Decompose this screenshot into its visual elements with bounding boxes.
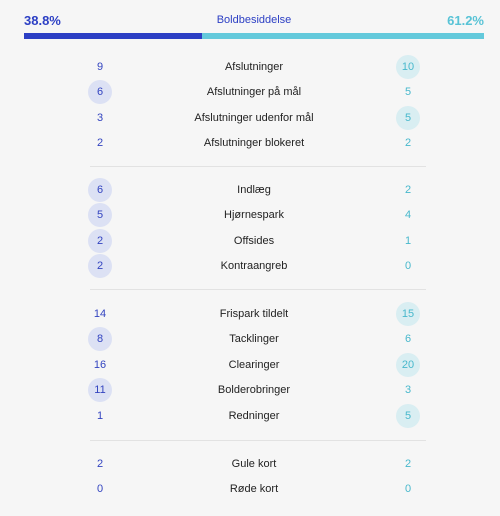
- stat-label: Bolderobringer: [217, 384, 291, 397]
- stat-row: 6 Indlæg 2: [24, 178, 484, 202]
- stat-row: 11 Bolderobringer 3: [24, 378, 484, 403]
- stat-away-value: 0: [404, 260, 412, 273]
- stat-row: 3 Afslutninger udenfor mål 5: [24, 105, 484, 130]
- stat-home-value: 5: [88, 203, 112, 228]
- stat-home-value: 2: [88, 254, 112, 279]
- stat-away-value: 4: [404, 209, 412, 222]
- stat-away-value: 2: [404, 458, 412, 470]
- stat-away-value: 10: [396, 55, 420, 79]
- stat-row: 6 Afslutninger på mål 5: [24, 80, 484, 105]
- stat-label: Afslutninger udenfor mål: [194, 111, 314, 124]
- stat-away-value: 5: [396, 403, 420, 428]
- stat-row: 8 Tacklinger 6: [24, 327, 484, 352]
- stat-away-value: 2: [404, 137, 412, 150]
- stat-row: 1 Redninger 5: [24, 403, 484, 428]
- possession-bar-away: [202, 33, 484, 39]
- stat-label: Clearinger: [228, 358, 280, 371]
- stat-row: 2 Offsides 1: [24, 228, 484, 253]
- stat-label: Afslutninger på mål: [206, 86, 302, 99]
- stat-label: Afslutninger: [224, 61, 284, 73]
- stat-home-value: 1: [96, 409, 104, 422]
- stat-label: Kontraangreb: [220, 260, 288, 273]
- stat-row: 14 Frispark tildelt 15: [24, 302, 484, 326]
- possession-home-value: 38.8%: [24, 13, 61, 28]
- stat-home-value: 11: [88, 378, 112, 403]
- stat-row: 5 Hjørnespark 4: [24, 203, 484, 228]
- stat-home-value: 6: [88, 80, 112, 105]
- stat-away-value: 20: [396, 352, 420, 377]
- possession-label: Boldbesiddelse: [216, 14, 292, 26]
- possession-bar: [24, 33, 484, 39]
- stat-home-value: 9: [96, 61, 104, 73]
- stat-home-value: 8: [88, 327, 112, 352]
- stat-away-value: 15: [396, 302, 420, 326]
- possession-bar-home: [24, 33, 203, 39]
- stat-label: Røde kort: [229, 483, 279, 496]
- section-divider: [90, 289, 426, 290]
- stat-home-value: 0: [96, 483, 104, 496]
- stat-label: Afslutninger blokeret: [203, 137, 305, 150]
- stat-home-value: 14: [93, 308, 107, 320]
- stat-home-value: 16: [93, 358, 107, 371]
- stat-away-value: 5: [396, 105, 420, 130]
- stat-away-value: 0: [404, 483, 412, 496]
- stat-label: Frispark tildelt: [219, 308, 289, 320]
- possession-away-value: 61.2%: [447, 13, 484, 28]
- section-divider: [90, 166, 426, 167]
- stat-row: 2 Kontraangreb 0: [24, 254, 484, 279]
- stat-away-value: 2: [404, 184, 412, 196]
- stat-label: Tacklinger: [229, 333, 279, 346]
- section-divider: [90, 440, 426, 441]
- stat-home-value: 6: [88, 178, 112, 202]
- stat-row: 9 Afslutninger 10: [24, 55, 484, 79]
- stat-label: Gule kort: [231, 458, 277, 470]
- stat-home-value: 2: [88, 228, 112, 253]
- stat-row: 0 Røde kort 0: [24, 477, 484, 501]
- stat-label: Hjørnespark: [224, 209, 284, 222]
- stat-home-value: 2: [96, 137, 104, 150]
- stat-away-value: 5: [404, 86, 412, 99]
- possession-header: 38.8% Boldbesiddelse 61.2%: [24, 13, 484, 29]
- stat-label: Indlæg: [237, 184, 271, 196]
- stat-row: 2 Afslutninger blokeret 2: [24, 131, 484, 155]
- stat-row: 2 Gule kort 2: [24, 452, 484, 476]
- stat-home-value: 2: [96, 458, 104, 470]
- stat-label: Offsides: [233, 234, 275, 247]
- stat-row: 16 Clearinger 20: [24, 352, 484, 377]
- stat-label: Redninger: [228, 409, 280, 422]
- stat-home-value: 3: [96, 111, 104, 124]
- stat-away-value: 3: [404, 384, 412, 397]
- stat-away-value: 6: [404, 333, 412, 346]
- match-stats-panel: 38.8% Boldbesiddelse 61.2% 9 Afslutninger…: [24, 0, 484, 516]
- stat-away-value: 1: [404, 234, 412, 247]
